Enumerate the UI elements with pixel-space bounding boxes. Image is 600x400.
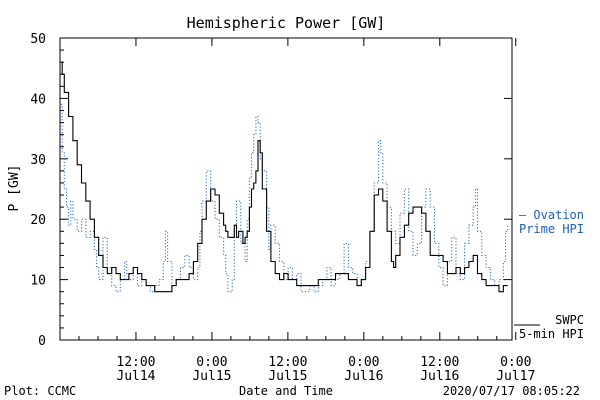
chart-title: Hemispheric Power [GW]: [187, 14, 386, 32]
legend-swpc-line2: 5-min HPI: [519, 327, 584, 341]
footer-timestamp: 2020/07/17 08:05:22: [443, 384, 580, 398]
legend-ovation-line2: Prime HPI: [519, 222, 584, 236]
plot-frame: [59, 37, 513, 341]
y-axis: 0 10 20 30 40 50: [30, 32, 512, 349]
legend-swpc-line1: SWPC: [555, 313, 584, 327]
x-axis: 12:00Jul140:00Jul1512:00Jul150:00Jul1612…: [78, 38, 535, 384]
x-axis-label: Date and Time: [239, 384, 333, 398]
x-tick-time-label: 12:00: [116, 355, 155, 370]
x-tick-time-label: 12:00: [268, 355, 307, 370]
legend-ovation-line1: — Ovation: [519, 208, 584, 222]
x-tick-date-label: Jul16: [344, 369, 383, 384]
y-tick-label: 30: [30, 153, 46, 168]
x-tick-date-label: Jul14: [116, 369, 155, 384]
y-tick-label: 10: [30, 274, 46, 289]
x-tick-time-label: 0:00: [348, 355, 379, 370]
x-tick-time-label: 12:00: [420, 355, 459, 370]
x-tick-date-label: Jul15: [268, 369, 307, 384]
y-tick-label: 50: [30, 32, 46, 47]
x-tick-time-label: 0:00: [196, 355, 227, 370]
y-tick-label: 0: [38, 334, 46, 349]
x-tick-date-label: Jul17: [496, 369, 535, 384]
x-tick-time-label: 0:00: [500, 355, 531, 370]
swpc-hpi-line: [61, 61, 508, 293]
y-tick-label: 20: [30, 213, 46, 228]
footer-plot-credit: Plot: CCMC: [4, 384, 76, 398]
legend: — Ovation Prime HPI SWPC 5-min HPI: [514, 208, 584, 341]
x-tick-date-label: Jul16: [420, 369, 459, 384]
y-tick-label: 40: [30, 92, 46, 107]
x-tick-date-label: Jul15: [192, 369, 231, 384]
ovation-prime-hpi-line: [61, 103, 509, 293]
y-axis-label: P [GW]: [7, 165, 22, 212]
